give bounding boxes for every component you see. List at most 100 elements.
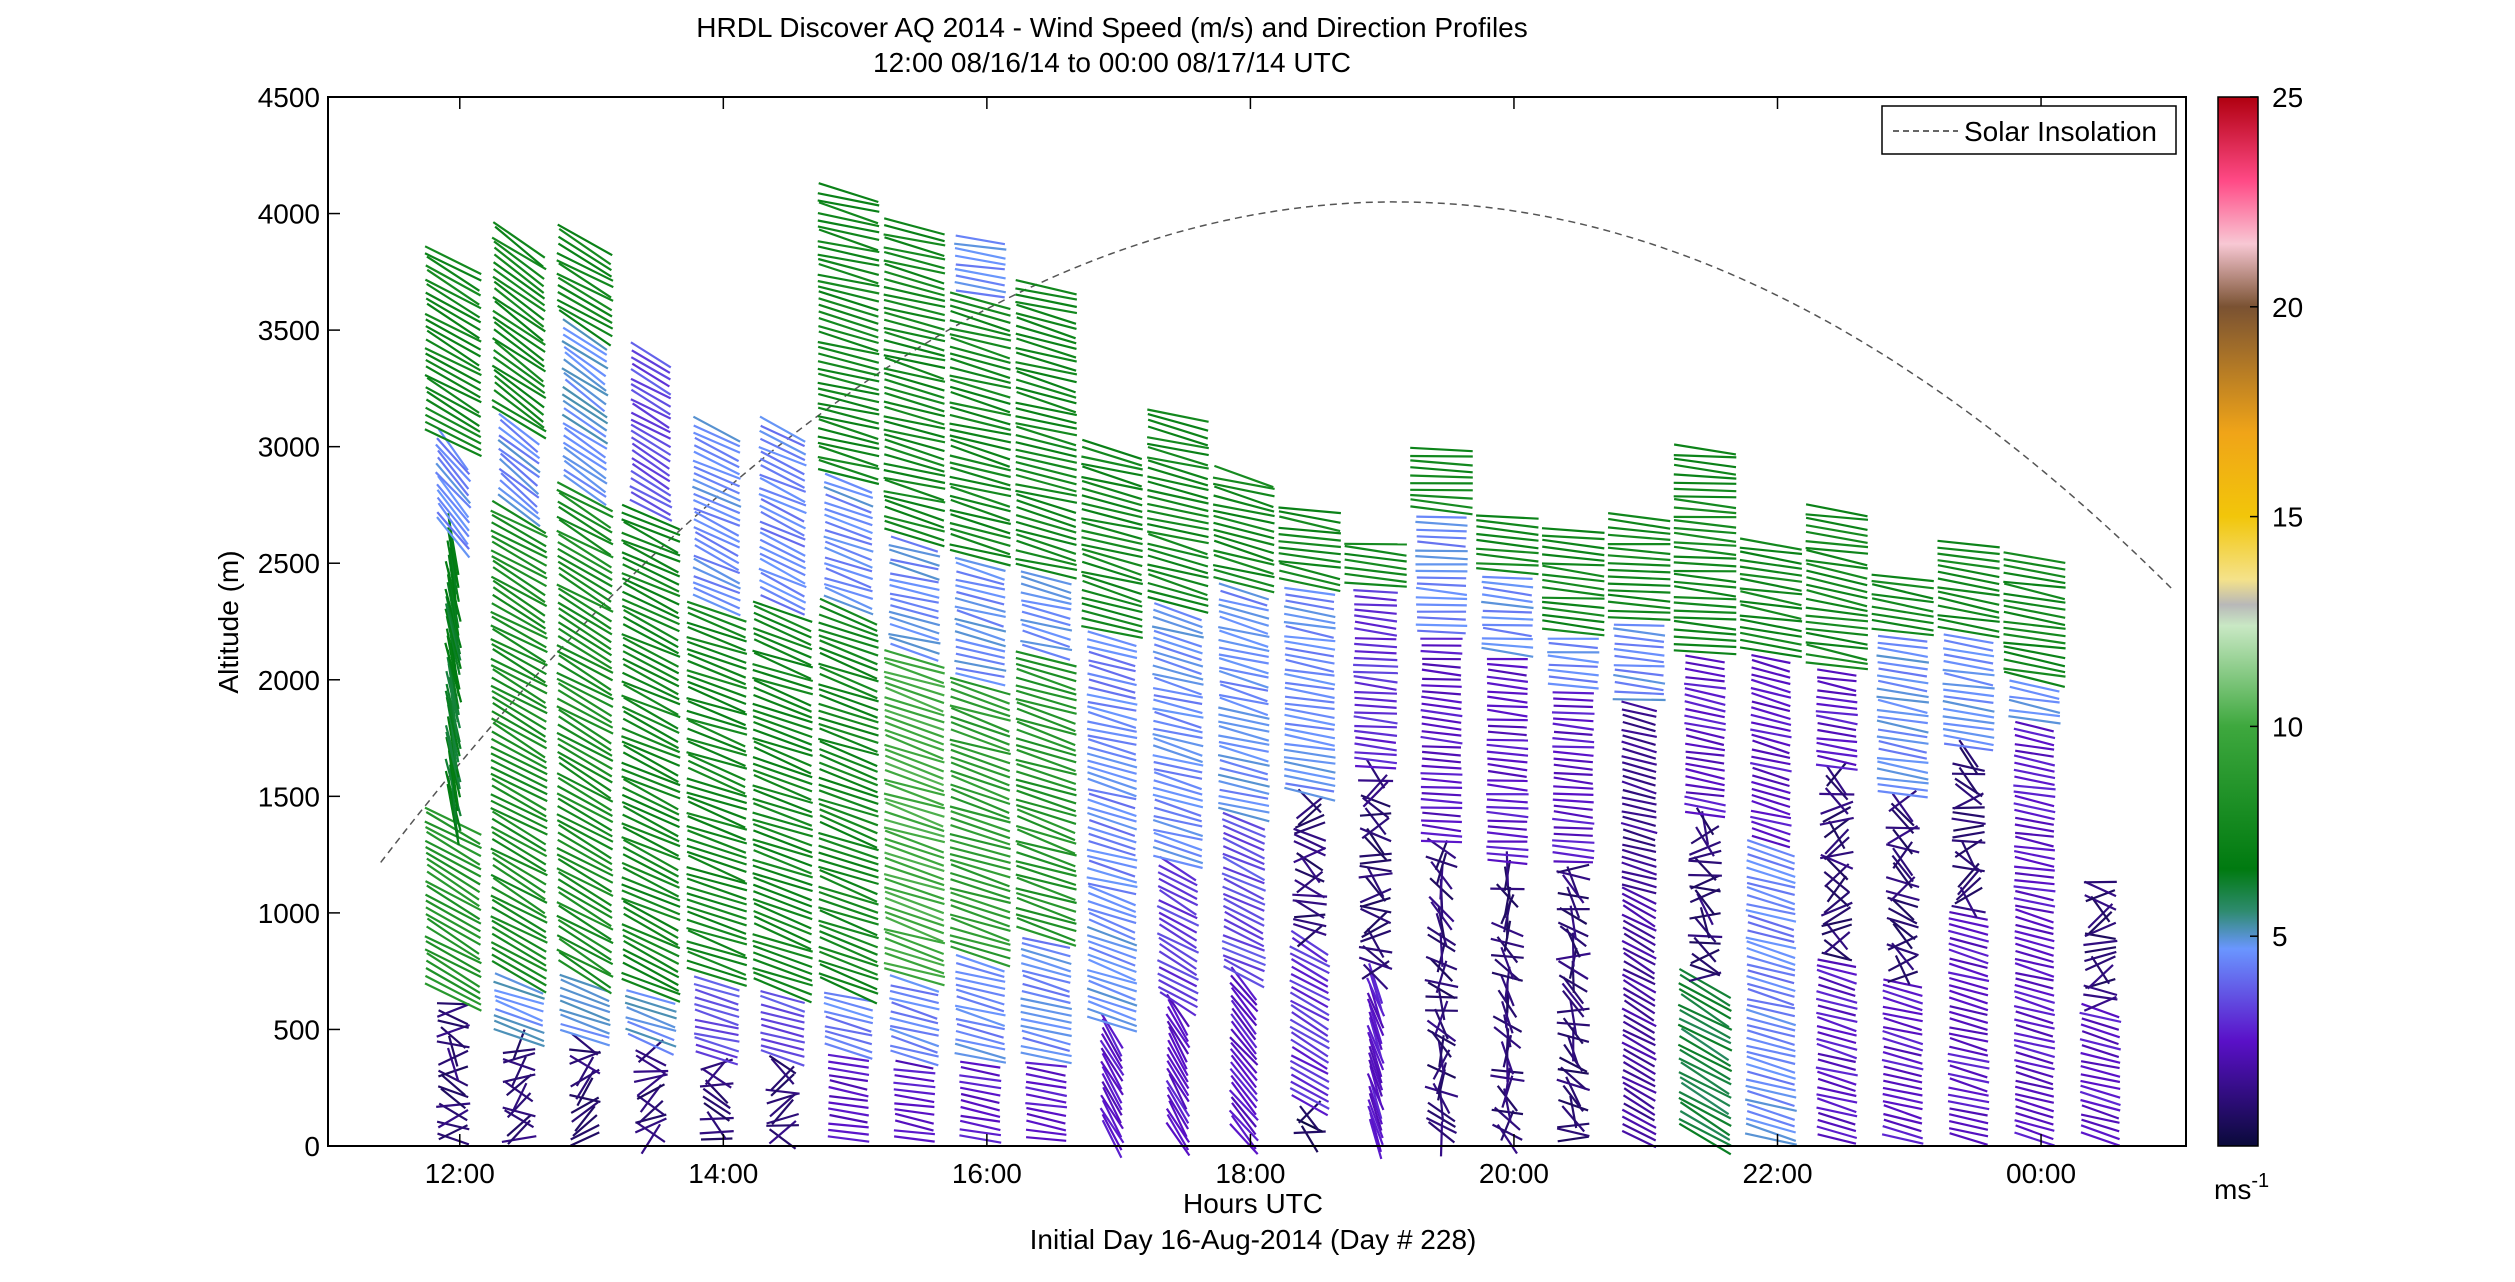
wind-barb bbox=[621, 861, 680, 889]
wind-barb bbox=[1088, 958, 1137, 982]
wind-barb bbox=[1889, 918, 1916, 941]
wind-barb bbox=[894, 1119, 934, 1132]
wind-barb bbox=[556, 677, 614, 708]
wind-barb bbox=[1493, 1026, 1522, 1050]
wind-barb bbox=[558, 572, 612, 610]
wind-barb bbox=[557, 560, 613, 596]
wind-barb bbox=[950, 438, 1011, 461]
wind-barb bbox=[557, 291, 613, 324]
wind-barb bbox=[818, 797, 879, 818]
wind-barb bbox=[752, 649, 814, 669]
wind-barb bbox=[883, 326, 946, 343]
wind-barb bbox=[1087, 882, 1137, 896]
wind-barb bbox=[556, 792, 614, 824]
wind-barb bbox=[1296, 925, 1323, 948]
wind-barb bbox=[1100, 1060, 1124, 1096]
wind-barb bbox=[622, 866, 680, 898]
wind-barb bbox=[491, 777, 547, 811]
wind-barb bbox=[1486, 718, 1528, 722]
wind-barb bbox=[2015, 1105, 2054, 1119]
profile bbox=[424, 245, 482, 1146]
wind-barb bbox=[818, 693, 879, 719]
wind-barb bbox=[1354, 756, 1398, 765]
wind-barb bbox=[1016, 707, 1076, 733]
wind-barb bbox=[1689, 963, 1721, 977]
wind-barb bbox=[1088, 819, 1136, 838]
wind-barb bbox=[1016, 303, 1077, 325]
wind-barb bbox=[2014, 1098, 2055, 1113]
wind-barb bbox=[1943, 695, 1994, 704]
wind-barb bbox=[445, 736, 462, 798]
wind-barb bbox=[949, 913, 1011, 932]
wind-barb bbox=[829, 1095, 868, 1102]
wind-barb bbox=[1541, 562, 1605, 567]
profile bbox=[949, 234, 1012, 1144]
wind-barb bbox=[1410, 459, 1473, 467]
wind-barb bbox=[2014, 808, 2055, 821]
wind-barb bbox=[883, 354, 946, 370]
wind-barb bbox=[1569, 1000, 1578, 1035]
wind-barb bbox=[1622, 1069, 1656, 1088]
wind-barb bbox=[950, 755, 1011, 779]
profile bbox=[817, 182, 880, 1143]
wind-barb bbox=[1425, 1009, 1458, 1012]
wind-barb bbox=[1439, 1121, 1444, 1157]
wind-barb bbox=[686, 905, 747, 927]
wind-barb bbox=[1622, 926, 1656, 947]
wind-barb bbox=[1673, 628, 1737, 636]
wind-barb bbox=[2009, 695, 2060, 704]
wind-barb bbox=[1824, 863, 1850, 888]
wind-barb bbox=[630, 383, 672, 408]
wind-barb bbox=[949, 926, 1011, 946]
wind-barb bbox=[1552, 839, 1595, 844]
wind-barb bbox=[1746, 1044, 1796, 1058]
wind-barb bbox=[884, 768, 945, 793]
wind-barb bbox=[1947, 971, 1990, 983]
wind-barb bbox=[752, 715, 813, 739]
wind-barb bbox=[1147, 502, 1209, 518]
wind-barb bbox=[622, 657, 680, 688]
wind-barb bbox=[1081, 529, 1143, 546]
wind-barb bbox=[949, 327, 1012, 342]
wind-barb bbox=[884, 438, 945, 461]
wind-barb bbox=[426, 302, 480, 340]
colorbar-unit: ms-1 bbox=[2214, 1170, 2269, 1205]
wind-barb bbox=[949, 805, 1011, 824]
wind-barb bbox=[893, 1081, 936, 1089]
wind-barb bbox=[827, 1066, 870, 1076]
wind-barb bbox=[1751, 799, 1791, 816]
wind-barb bbox=[1886, 916, 1919, 929]
wind-barb bbox=[1101, 1018, 1123, 1057]
wind-barb bbox=[1690, 948, 1720, 965]
wind-barb bbox=[1937, 614, 2000, 623]
wind-barb bbox=[1943, 653, 1994, 665]
wind-barb bbox=[1673, 463, 1737, 476]
wind-barb bbox=[1690, 874, 1720, 890]
wind-barb bbox=[1685, 767, 1725, 780]
wind-barb bbox=[1673, 572, 1737, 584]
wind-barb bbox=[1354, 751, 1397, 757]
y-axis-label: Altitude (m) bbox=[213, 550, 244, 693]
wind-barb bbox=[894, 1093, 935, 1104]
wind-barb bbox=[425, 398, 481, 433]
wind-barb bbox=[2015, 835, 2054, 848]
wind-barb bbox=[2080, 1079, 2121, 1090]
wind-barb bbox=[494, 989, 545, 1005]
wind-barb bbox=[2081, 1017, 2120, 1031]
wind-barb bbox=[768, 1054, 797, 1075]
wind-barb bbox=[630, 388, 671, 416]
wind-barb bbox=[1569, 905, 1577, 940]
colorbar-scale bbox=[2217, 96, 2259, 1147]
wind-barb bbox=[557, 737, 613, 770]
wind-barb bbox=[1278, 560, 1341, 569]
wind-barb bbox=[1817, 1133, 1857, 1145]
wind-barb bbox=[1678, 1057, 1732, 1086]
wind-barb bbox=[1420, 735, 1463, 745]
wind-barb bbox=[1218, 795, 1270, 807]
wind-barb bbox=[1476, 547, 1539, 555]
wind-barb bbox=[884, 937, 944, 963]
wind-barb bbox=[1623, 1102, 1656, 1122]
wind-barb bbox=[1688, 859, 1722, 865]
wind-barb bbox=[1087, 1000, 1137, 1022]
wind-barb bbox=[1621, 939, 1657, 960]
